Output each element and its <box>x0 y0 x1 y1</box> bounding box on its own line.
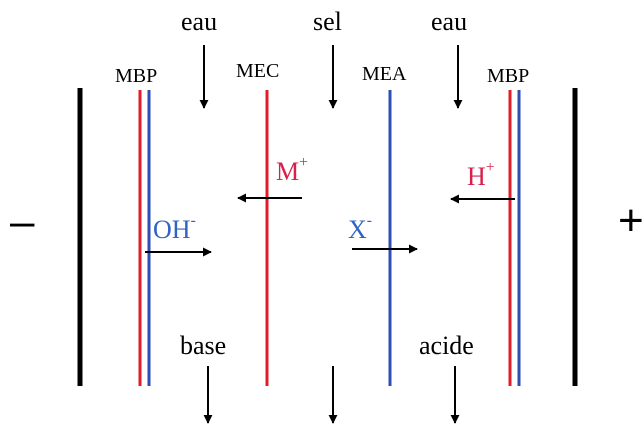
ion-label-hydroxide: OH- <box>153 212 196 244</box>
ion-hydroxide-symbol: OH <box>153 215 191 244</box>
ion-proton-symbol: H <box>467 162 486 191</box>
membrane-label-right-bipolar: MBP <box>487 65 530 87</box>
ion-label-cation: M+ <box>276 154 308 186</box>
ion-cation-symbol: M <box>276 157 300 186</box>
input-label-middle: sel <box>313 7 342 36</box>
output-label-right: acide <box>419 331 474 360</box>
ion-cation-charge: + <box>299 153 308 171</box>
negative-sign: – <box>10 197 35 246</box>
ion-label-anion: X- <box>348 212 372 244</box>
input-label-right: eau <box>431 7 468 36</box>
ion-anion-charge: - <box>366 211 372 229</box>
ion-label-proton: H+ <box>467 159 495 191</box>
ion-anion-symbol: X <box>348 215 367 244</box>
ion-hydroxide-charge: - <box>190 211 196 229</box>
membrane-label-cation-exchange: MEC <box>236 60 280 82</box>
membrane-label-anion-exchange: MEA <box>362 63 407 85</box>
positive-sign: + <box>618 196 643 245</box>
membrane-label-left-bipolar: MBP <box>115 65 158 87</box>
ion-proton-charge: + <box>485 158 495 176</box>
output-label-left: base <box>180 331 227 360</box>
input-label-left: eau <box>181 7 218 36</box>
